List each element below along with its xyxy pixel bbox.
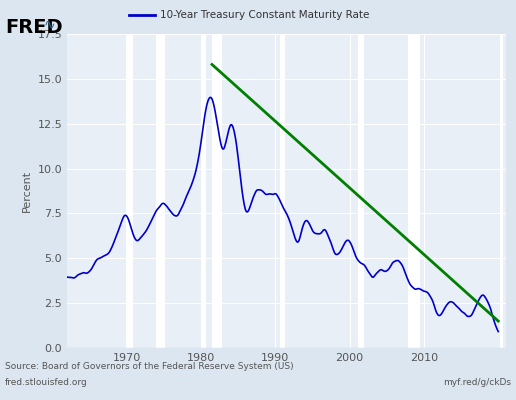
Bar (499, 34, 503, 348)
Text: Source: Board of Governors of the Federal Reserve System (US): Source: Board of Governors of the Federa… (5, 362, 294, 371)
Bar (212, 34, 222, 348)
Text: ∿: ∿ (44, 18, 56, 32)
Bar (408, 34, 420, 348)
Text: fred.stlouisfed.org: fred.stlouisfed.org (5, 378, 88, 387)
Bar (155, 34, 165, 348)
Bar (201, 34, 206, 348)
Bar (280, 34, 285, 348)
Bar (359, 34, 364, 348)
Bar (126, 34, 133, 348)
Y-axis label: Percent: Percent (22, 170, 32, 212)
Text: 10-Year Treasury Constant Maturity Rate: 10-Year Treasury Constant Maturity Rate (160, 10, 369, 20)
Text: FRED: FRED (5, 18, 63, 37)
Text: myf.red/g/ckDs: myf.red/g/ckDs (443, 378, 511, 387)
